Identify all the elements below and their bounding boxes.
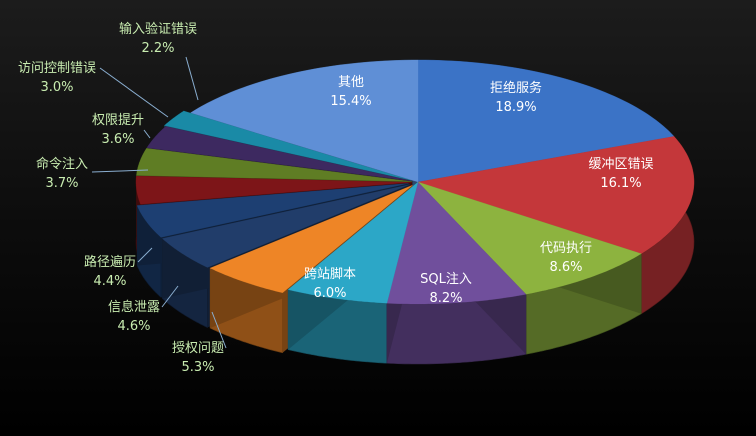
pie-top-layer xyxy=(135,59,695,305)
slice-label-6: 授权问题 xyxy=(172,340,224,356)
slice-label-3: 代码执行 xyxy=(540,241,592,256)
slice-value-4: 8.2% xyxy=(429,291,462,306)
slice-value-7: 4.6% xyxy=(117,319,150,334)
slice-label-7: 信息泄露 xyxy=(108,299,160,315)
slice-value-8: 4.4% xyxy=(93,274,126,289)
slice-label-8: 路径遍历 xyxy=(84,254,136,270)
slice-6 xyxy=(209,184,413,294)
leader-lines xyxy=(91,56,227,349)
slice-5 xyxy=(287,181,419,304)
slice-4 xyxy=(386,181,527,305)
leader-line-8 xyxy=(137,247,153,263)
slice-9 xyxy=(135,175,413,205)
slice-value-3: 8.6% xyxy=(549,260,582,275)
slice-value-10: 3.6% xyxy=(101,132,134,147)
slice-label-13: 其他 xyxy=(338,75,364,90)
leader-line-6 xyxy=(211,311,227,349)
slice-value-12: 2.2% xyxy=(141,41,174,56)
slice-labels: 拒绝服务 18.9% 缓冲区错误 16.1% 代码执行 8.6% SQL注入 8.2% 跨站脚本… xyxy=(18,21,654,375)
slice-label-2: 缓冲区错误 xyxy=(588,157,653,172)
slice-value-5: 6.0% xyxy=(313,286,346,301)
slice-label-10: 权限提升 xyxy=(92,112,144,128)
slice-1 xyxy=(417,59,675,183)
slice-label-4: SQL注入 xyxy=(420,272,472,287)
slice-8 xyxy=(136,183,409,238)
leader-line-9 xyxy=(91,169,149,173)
leader-line-7 xyxy=(161,285,179,308)
slice-value-11: 3.0% xyxy=(40,80,73,95)
slice-label-12: 输入验证错误 xyxy=(119,21,197,37)
slice-11 xyxy=(146,126,413,182)
slice-value-9: 3.7% xyxy=(45,176,78,191)
slice-value-2: 16.1% xyxy=(600,176,641,191)
slice-2 xyxy=(417,136,695,254)
slice-value-6: 5.3% xyxy=(181,360,214,375)
slice-label-1: 拒绝服务 xyxy=(490,80,542,96)
slice-value-13: 15.4% xyxy=(330,94,371,109)
slice-label-5: 跨站脚本 xyxy=(304,266,356,282)
slice-7 xyxy=(161,184,410,268)
slice-label-11: 访问控制错误 xyxy=(18,61,96,76)
leader-line-10 xyxy=(143,129,151,139)
leader-line-12 xyxy=(185,56,199,101)
slice-label-9: 命令注入 xyxy=(36,156,88,172)
slice-10 xyxy=(136,148,413,182)
slice-13 xyxy=(190,59,419,183)
leader-line-11 xyxy=(99,67,169,118)
slice-12 xyxy=(163,110,412,181)
slice-value-1: 18.9% xyxy=(495,100,536,115)
slice-3 xyxy=(417,181,642,295)
